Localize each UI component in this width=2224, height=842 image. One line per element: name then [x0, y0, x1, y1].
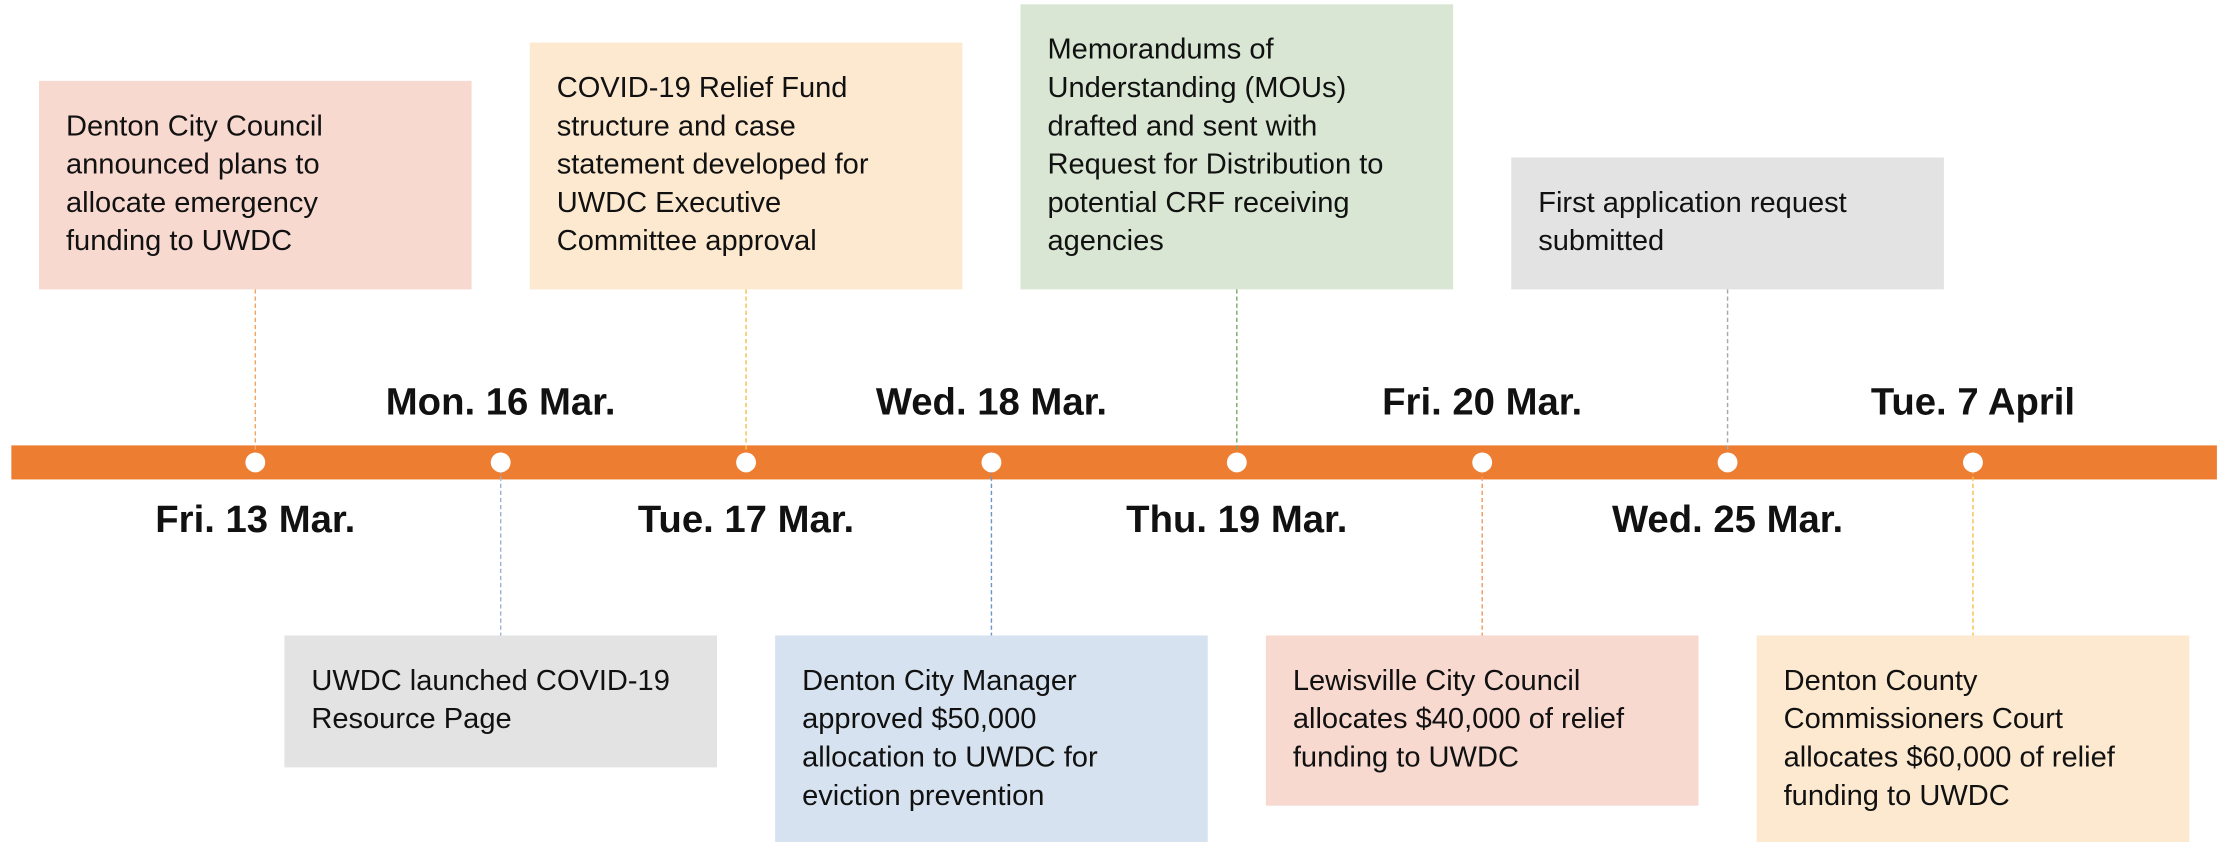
- event-date: Fri. 20 Mar.: [1382, 380, 1582, 423]
- event-text: funding to UWDC: [1784, 780, 2010, 812]
- event-box: [284, 635, 717, 768]
- timeline-dot: [490, 452, 511, 473]
- event-text: funding to UWDC: [1293, 742, 1519, 774]
- event-box: [775, 635, 1208, 842]
- timeline-dot: [736, 452, 756, 473]
- event-text: structure and case: [557, 110, 796, 142]
- event-text: Commissioners Court: [1784, 703, 2063, 735]
- timeline-dot: [1226, 452, 1247, 473]
- event-text: allocate emergency: [66, 187, 318, 219]
- event-date: Thu. 19 Mar.: [1126, 498, 1347, 541]
- event-text: Memorandums of: [1047, 34, 1274, 66]
- event-text: Understanding (MOUs): [1047, 72, 1346, 104]
- event-text: Committee approval: [557, 225, 817, 257]
- timeline-dot: [1472, 452, 1493, 473]
- event-text: Lewisville City Council: [1293, 665, 1581, 697]
- event-date: Fri. 13 Mar.: [155, 498, 355, 541]
- event-text: UWDC launched COVID-19: [311, 665, 670, 697]
- event-text: announced plans to: [66, 149, 320, 181]
- event-text: UWDC Executive: [557, 187, 781, 219]
- event-text: drafted and sent with: [1047, 110, 1317, 142]
- timeline-dot: [981, 452, 1002, 473]
- timeline-dot: [1963, 452, 1983, 473]
- timeline-dot: [245, 452, 266, 473]
- event-text: submitted: [1538, 225, 1664, 257]
- event-text: Denton City Manager: [802, 665, 1077, 697]
- event-text: funding to UWDC: [66, 225, 292, 257]
- timeline-dot: [1717, 452, 1738, 473]
- event-text: Denton City Council: [66, 110, 323, 142]
- event-date: Wed. 18 Mar.: [876, 380, 1107, 423]
- event-text: statement developed for: [557, 149, 869, 181]
- event-text: allocates $60,000 of relief: [1784, 742, 2116, 774]
- event-box: [39, 80, 472, 290]
- event-text: allocation to UWDC for: [802, 742, 1098, 774]
- event-text: approved $50,000: [802, 703, 1036, 735]
- event-box: [1756, 635, 2190, 842]
- event-text: allocates $40,000 of relief: [1293, 703, 1625, 735]
- event-date: Wed. 25 Mar.: [1612, 498, 1843, 541]
- event-box: [1020, 4, 1454, 290]
- event-text: potential CRF receiving: [1047, 187, 1349, 219]
- timeline-bar: [11, 445, 2217, 480]
- event-box: [529, 42, 963, 290]
- event-text: eviction prevention: [802, 780, 1044, 812]
- event-date: Tue. 7 April: [1871, 380, 2075, 423]
- event-text: COVID-19 Relief Fund: [557, 72, 848, 104]
- event-text: First application request: [1538, 187, 1847, 219]
- event-text: Request for Distribution to: [1047, 149, 1383, 181]
- event-box: [1265, 635, 1699, 806]
- event-text: agencies: [1047, 225, 1163, 257]
- event-box: [1511, 157, 1944, 290]
- event-date: Tue. 17 Mar.: [638, 498, 854, 541]
- event-text: Resource Page: [311, 703, 511, 735]
- event-date: Mon. 16 Mar.: [386, 380, 616, 423]
- event-text: Denton County: [1784, 665, 1978, 697]
